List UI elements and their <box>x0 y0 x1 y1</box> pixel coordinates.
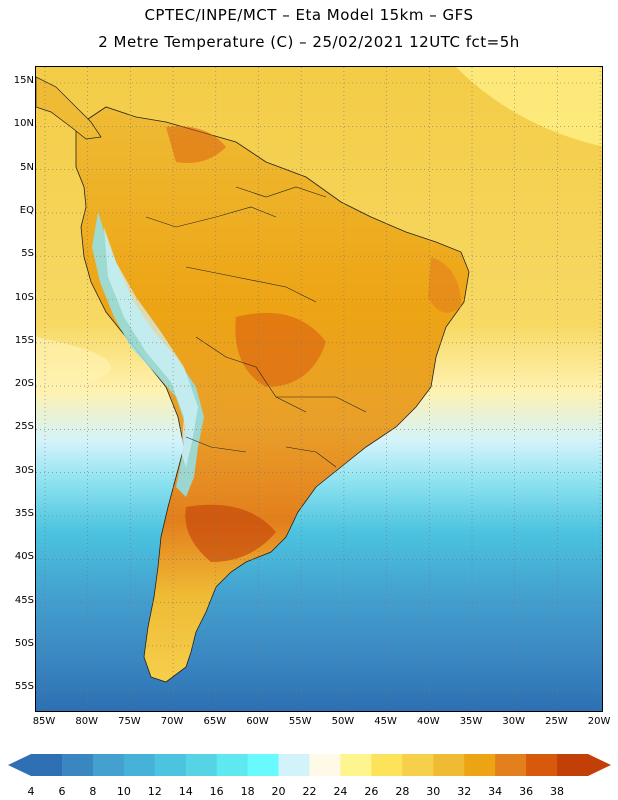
lat-label-40s: 40S <box>14 551 34 563</box>
lon-label-65w: 65W <box>203 716 227 727</box>
colorbar-swatch <box>557 754 589 776</box>
colorbar-left-arrow <box>8 754 31 776</box>
lat-label-25s: 25S <box>14 421 34 433</box>
lon-label-85w: 85W <box>32 716 56 727</box>
ocean-light-band <box>36 337 111 397</box>
lon-label-30w: 30W <box>502 716 525 727</box>
map-title-line1: CPTEC/INPE/MCT – Eta Model 15km – GFS <box>144 6 474 24</box>
colorbar-tick-36: 36 <box>519 785 533 798</box>
colorbar-tick-20: 20 <box>272 785 286 798</box>
colorbar-tick-30: 30 <box>426 785 440 798</box>
lat-label-5s: 5S <box>21 248 34 260</box>
colorbar-swatch <box>92 754 125 776</box>
colorbar-tick-26: 26 <box>364 785 378 798</box>
lat-label-15n: 15N <box>13 75 34 86</box>
colorbar-tick-14: 14 <box>179 785 193 798</box>
colorbar-tick-16: 16 <box>210 785 224 798</box>
hot-region-north <box>166 126 226 163</box>
temperature-map <box>35 66 603 712</box>
colorbar-tick-32: 32 <box>457 785 471 798</box>
lon-label-40w: 40W <box>416 716 440 727</box>
lon-label-55w: 55W <box>288 716 312 727</box>
map-title-line2: 2 Metre Temperature (C) – 25/02/2021 12U… <box>98 33 520 51</box>
ocean-warm-ne <box>456 67 602 147</box>
lon-label-25w: 25W <box>545 716 568 727</box>
lat-label-30s: 30S <box>14 464 34 476</box>
lat-label-15s: 15S <box>14 334 34 346</box>
colorbar-swatch <box>371 754 403 776</box>
lon-label-80w: 80W <box>75 716 98 727</box>
lat-label-55s: 55S <box>14 681 34 693</box>
colorbar-tick-38: 38 <box>550 785 564 798</box>
lat-label-50s: 50S <box>14 637 34 649</box>
central-america <box>36 76 102 140</box>
colorbar-tick-22: 22 <box>303 785 317 798</box>
colorbar-tick-4: 4 <box>28 785 35 798</box>
colorbar-swatch <box>216 754 249 776</box>
colorbar-swatch <box>185 754 218 776</box>
colorbar-swatch <box>309 754 341 776</box>
lon-label-60w: 60W <box>246 716 269 727</box>
hot-region-northeast <box>428 257 461 313</box>
temperature-colorbar: 4 6 8 10 12 14 16 18 20 22 24 26 28 30 32 34 36 38 <box>8 754 611 798</box>
colorbar-tick-34: 34 <box>488 785 502 798</box>
colorbar-tick-12: 12 <box>148 785 162 798</box>
colorbar-swatch <box>526 754 558 776</box>
colorbar-tick-8: 8 <box>89 785 96 798</box>
colorbar-right-arrow <box>588 754 611 776</box>
map-canvas <box>36 67 602 711</box>
lon-label-35w: 35W <box>459 716 483 727</box>
andes-high-strip <box>104 227 198 467</box>
hot-region-central <box>235 312 326 387</box>
colorbar-swatch <box>464 754 496 776</box>
colorbar-swatch <box>247 754 279 776</box>
hot-region-patagonia <box>185 504 276 562</box>
lat-label-10s: 10S <box>14 291 34 303</box>
colorbar-swatch <box>495 754 527 776</box>
colorbar-tick-28: 28 <box>395 785 409 798</box>
colorbar-swatch <box>61 754 94 776</box>
lon-label-50w: 50W <box>331 716 355 727</box>
lon-label-45w: 45W <box>374 716 397 727</box>
colorbar-tick-18: 18 <box>241 785 255 798</box>
colorbar-swatch <box>340 754 372 776</box>
lon-label-20w: 20W <box>587 716 611 727</box>
lat-label-10n: 10N <box>13 118 34 130</box>
lat-label-5n: 5N <box>20 161 34 173</box>
lat-label-20s: 20S <box>14 378 34 390</box>
lat-label-35s: 35S <box>14 508 34 519</box>
lat-label-45s: 45S <box>14 594 34 606</box>
colorbar-tick-10: 10 <box>117 785 131 798</box>
colorbar-swatch <box>154 754 187 776</box>
colorbar-swatch <box>31 754 63 776</box>
lon-label-70w: 70W <box>160 716 184 727</box>
colorbar-swatch <box>433 754 465 776</box>
colorbar-tick-6: 6 <box>58 785 65 798</box>
lon-label-75w: 75W <box>118 716 141 727</box>
colorbar-swatch <box>402 754 434 776</box>
country-borders <box>145 186 367 468</box>
colorbar-swatch <box>123 754 156 776</box>
lat-label-eq: EQ <box>19 204 34 216</box>
colorbar-swatch <box>278 754 310 776</box>
colorbar-tick-24: 24 <box>333 785 347 798</box>
lat-lon-grid <box>36 67 602 711</box>
